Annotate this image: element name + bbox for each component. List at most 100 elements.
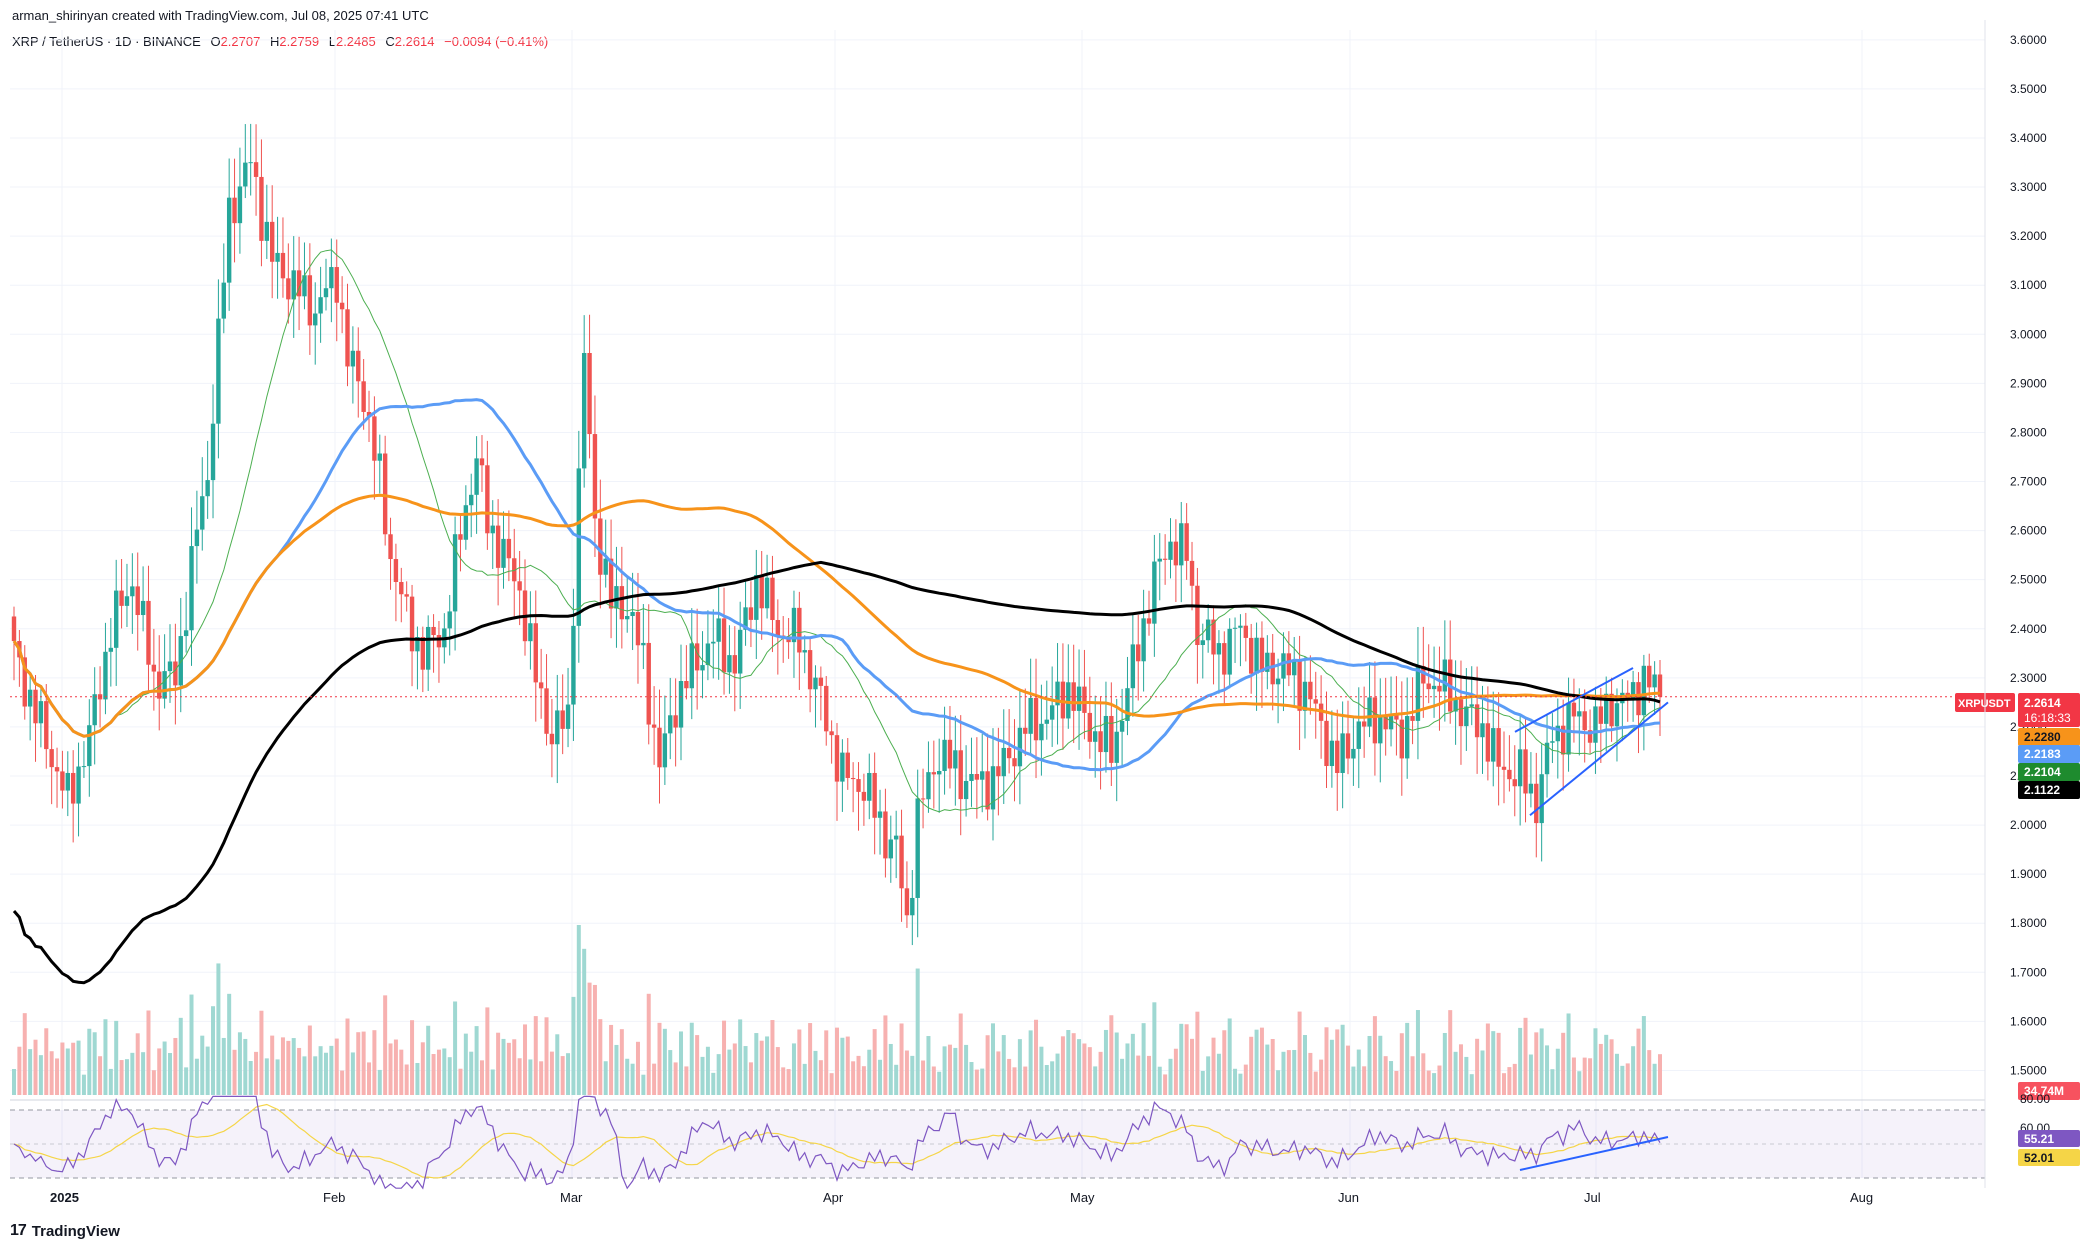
candle-body — [1630, 682, 1636, 700]
candle-body — [329, 267, 334, 289]
candle-body — [571, 625, 576, 705]
volume-bar — [1077, 1039, 1082, 1095]
volume-bar — [1496, 1032, 1501, 1095]
candle-body — [1211, 619, 1216, 655]
candle-body — [404, 594, 409, 597]
volume-bar — [1233, 1068, 1238, 1095]
candle-body — [275, 252, 280, 262]
candle-body — [1431, 685, 1437, 690]
volume-bar — [867, 1049, 872, 1095]
volume-bar — [1389, 1061, 1394, 1095]
candle-body — [1555, 725, 1560, 742]
volume-bar — [157, 1048, 162, 1095]
volume-bar — [727, 1049, 732, 1095]
candle-body — [1367, 697, 1372, 727]
volume-bar — [539, 1061, 544, 1095]
candle-body — [598, 518, 603, 575]
candle-body — [1302, 681, 1308, 711]
volume-bar — [1448, 1010, 1453, 1095]
volume-bar — [1114, 1032, 1119, 1095]
ma-price-tag — [2018, 763, 2080, 781]
volume-bar — [878, 1059, 883, 1095]
candle-body — [1114, 731, 1119, 763]
volume-bar — [1023, 1066, 1028, 1095]
volume-bar — [367, 1062, 372, 1095]
candle-body — [1136, 644, 1141, 662]
price-tick-label: 2.4000 — [2010, 622, 2047, 636]
volume-bar — [248, 1060, 253, 1095]
candle-body — [985, 771, 990, 810]
volume-bar — [1168, 1058, 1173, 1095]
volume-bar — [1098, 1051, 1103, 1095]
candle-body — [818, 677, 824, 686]
candle-body — [775, 620, 781, 636]
volume-bar — [307, 1025, 312, 1095]
close-label: C — [385, 34, 395, 49]
candle-body — [619, 586, 625, 620]
volume-bar — [458, 1068, 463, 1095]
volume-bar — [910, 1055, 915, 1095]
volume-bar — [1157, 1066, 1162, 1095]
candle-body — [856, 779, 861, 792]
tradingview-logo-text: TradingView — [31, 1222, 120, 1240]
candle-body — [269, 221, 275, 262]
symbol-legend[interactable]: XRP / TetherUS · 1D · BINANCE O2.2707 H2… — [12, 34, 548, 49]
candle-body — [1335, 740, 1340, 774]
candle-body — [501, 538, 506, 568]
volume-bar — [334, 1038, 339, 1095]
volume-bar — [103, 1019, 108, 1095]
volume-bar — [1179, 1023, 1184, 1095]
volume-bar — [350, 1052, 355, 1095]
volume-bar — [1216, 1053, 1221, 1095]
volume-bar — [1120, 1058, 1125, 1095]
volume-bar — [818, 1060, 823, 1095]
volume-bar — [684, 1066, 689, 1095]
volume-bar — [28, 1049, 33, 1095]
volume-bar — [732, 1043, 737, 1095]
volume-bar — [646, 993, 651, 1095]
volume-bar — [1458, 1044, 1463, 1095]
volume-bar — [1647, 1050, 1652, 1095]
volume-bar — [329, 1045, 334, 1095]
candle-body — [1464, 706, 1469, 727]
volume-tag-value: 34.74M — [2024, 1084, 2064, 1098]
volume-bar — [603, 1061, 608, 1095]
candle-body — [910, 897, 915, 916]
volume-bar — [1658, 1054, 1662, 1095]
candle-body — [221, 282, 226, 319]
volume-bar — [614, 1044, 619, 1095]
volume-bar — [1378, 1035, 1383, 1095]
volume-bar — [1125, 1043, 1130, 1095]
volume-bar — [469, 1051, 474, 1095]
volume-bar — [1060, 1036, 1065, 1095]
candle-body — [603, 558, 608, 575]
candle-body — [872, 772, 877, 818]
volume-bar — [286, 1040, 291, 1095]
volume-bar — [479, 1060, 484, 1095]
volume-bar — [1491, 1031, 1496, 1095]
rsi-trendline[interactable] — [1519, 1136, 1669, 1171]
wedge-lower-trendline[interactable] — [1529, 701, 1669, 817]
tradingview-logo[interactable]: 17 TradingView — [10, 1222, 120, 1240]
candle-body — [388, 534, 393, 560]
price-tick-label: 3.6000 — [2010, 33, 2047, 47]
candle-body — [581, 352, 587, 469]
candle-body — [286, 278, 291, 300]
volume-bar — [447, 1057, 452, 1095]
candle-body — [974, 773, 980, 780]
ma-price-tag-value: 2.2104 — [2024, 765, 2061, 779]
volume-bar — [829, 1073, 834, 1095]
candle-body — [937, 770, 942, 775]
volume-bar — [1577, 1071, 1582, 1095]
wedge-upper-trendline[interactable] — [1514, 667, 1634, 733]
volume-bar — [189, 994, 194, 1095]
candle-body — [608, 558, 614, 609]
volume-bar — [657, 1022, 662, 1095]
volume-bar — [1485, 1023, 1490, 1095]
candle-body — [1200, 640, 1205, 646]
volume-bar — [738, 1019, 743, 1095]
close-value: 2.2614 — [394, 34, 435, 49]
candle-body — [1426, 683, 1431, 690]
symbol-name[interactable]: XRP / TetherUS · 1D · BINANCE — [12, 34, 201, 49]
